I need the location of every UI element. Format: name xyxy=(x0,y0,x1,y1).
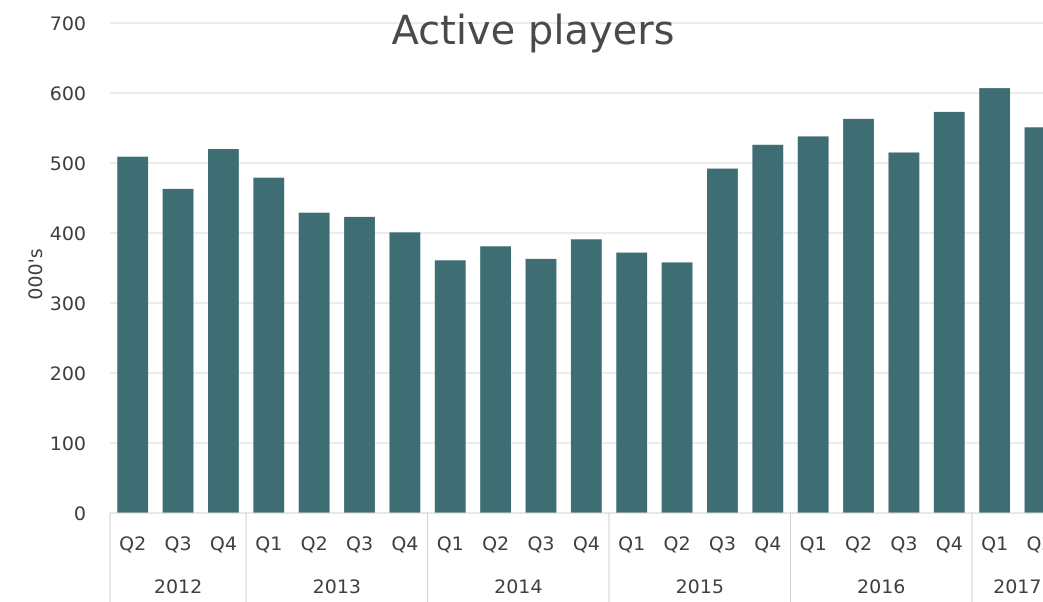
bar xyxy=(843,118,874,514)
bar xyxy=(661,262,693,513)
x-tick-label-year: 2012 xyxy=(154,576,202,598)
bar xyxy=(570,239,602,514)
bar xyxy=(162,188,194,513)
y-tick-label: 300 xyxy=(50,293,86,315)
x-tick-label-quarter: Q3 xyxy=(890,533,917,555)
bar xyxy=(525,258,557,513)
bar xyxy=(298,212,330,513)
x-tick-label-quarter: Q4 xyxy=(391,533,418,555)
bar xyxy=(344,216,375,513)
x-axis xyxy=(109,512,1043,602)
bar xyxy=(707,168,738,513)
y-tick-label: 400 xyxy=(50,223,86,245)
x-tick-label-quarter: Q2 xyxy=(301,533,328,555)
x-tick-label-year: 2016 xyxy=(857,576,905,598)
bar xyxy=(207,149,239,513)
x-tick-label-quarter: Q1 xyxy=(800,533,827,555)
x-tick-label-quarter: Q1 xyxy=(618,533,645,555)
bar xyxy=(480,246,512,514)
bar xyxy=(616,252,648,513)
x-tick-label-quarter: Q3 xyxy=(346,533,373,555)
bar xyxy=(1024,127,1043,514)
x-tick-label-quarter: Q1 xyxy=(437,533,464,555)
x-tick-label-quarter: Q1 xyxy=(981,533,1008,555)
x-tick-label-year: 2015 xyxy=(676,576,724,598)
x-tick-label-quarter: Q1 xyxy=(255,533,282,555)
x-tick-label-quarter: Q2 xyxy=(482,533,509,555)
y-axis-title: 000's xyxy=(25,248,47,299)
x-tick-label-quarter: Q2 xyxy=(845,533,872,555)
x-tick-label-quarter: Q3 xyxy=(709,533,736,555)
x-tick-label-quarter: Q4 xyxy=(573,533,600,555)
bar xyxy=(888,152,920,513)
x-tick-label-quarter: Q4 xyxy=(936,533,963,555)
bar xyxy=(797,136,829,513)
x-tick-label-year: 2017 xyxy=(993,576,1041,598)
x-tick-label-year: 2013 xyxy=(313,576,361,598)
bar xyxy=(117,156,149,513)
y-tick-label: 500 xyxy=(50,153,86,175)
bar xyxy=(253,177,285,513)
y-tick-label: 0 xyxy=(74,503,86,525)
x-tick-label-year: 2014 xyxy=(494,576,542,598)
x-tick-label-quarter: Q2 xyxy=(664,533,691,555)
bar xyxy=(933,111,965,514)
bar xyxy=(434,260,466,513)
x-tick-label-quarter: Q2 xyxy=(119,533,146,555)
x-tick-label-quarter: Q2 xyxy=(1026,533,1043,555)
x-tick-label-quarter: Q4 xyxy=(754,533,781,555)
y-tick-label: 600 xyxy=(50,83,86,105)
bar xyxy=(389,232,421,514)
chart-title: Active players xyxy=(391,8,674,54)
y-axis: 0 100 200 300 400 500 600 700 xyxy=(50,13,86,525)
y-tick-label: 200 xyxy=(50,363,86,385)
x-tick-label-quarter: Q3 xyxy=(527,533,554,555)
x-tick-label-quarter: Q4 xyxy=(210,533,237,555)
y-tick-label: 100 xyxy=(50,433,86,455)
bar xyxy=(979,88,1011,513)
x-tick-labels: Q2 Q3 Q4 Q1 Q2 Q3 Q4 Q1 Q2 Q3 Q4 Q1 Q2 Q3 Q4 Q1 Q2 Q3 Q4 Q1… xyxy=(119,533,1043,598)
y-tick-label: 700 xyxy=(50,13,86,35)
bar xyxy=(752,144,784,514)
bars xyxy=(117,88,1043,514)
x-tick-label-quarter: Q3 xyxy=(165,533,192,555)
